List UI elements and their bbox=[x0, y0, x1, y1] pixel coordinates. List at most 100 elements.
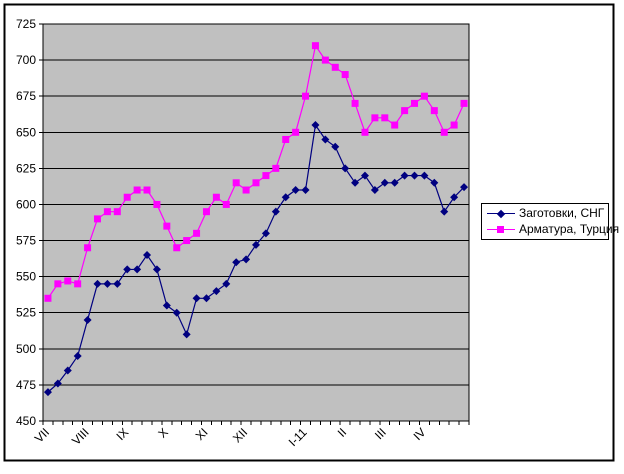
data-point-diamond bbox=[83, 315, 92, 324]
y-tick-label: 450 bbox=[16, 414, 36, 428]
data-point-diamond bbox=[123, 265, 132, 274]
data-point-diamond bbox=[410, 171, 419, 180]
data-point-square bbox=[212, 193, 220, 201]
diamond-icon bbox=[496, 209, 506, 218]
data-point-square bbox=[331, 63, 339, 71]
y-tick-label: 675 bbox=[16, 89, 36, 103]
data-point-diamond bbox=[400, 171, 409, 180]
data-point-diamond bbox=[252, 240, 260, 249]
data-point-diamond bbox=[321, 135, 330, 144]
data-point-square bbox=[193, 229, 201, 237]
data-point-square bbox=[411, 99, 419, 107]
data-point-diamond bbox=[212, 287, 221, 296]
data-point-square bbox=[44, 294, 52, 302]
square-icon bbox=[497, 225, 504, 233]
data-point-square bbox=[153, 200, 161, 208]
data-point-square bbox=[430, 107, 438, 115]
data-point-square bbox=[202, 208, 210, 216]
data-point-diamond bbox=[222, 279, 231, 288]
data-point-diamond bbox=[172, 308, 181, 317]
data-point-square bbox=[222, 200, 230, 208]
data-point-square bbox=[232, 179, 240, 187]
data-point-square bbox=[93, 215, 101, 223]
y-tick-label: 525 bbox=[16, 306, 36, 320]
data-point-square bbox=[401, 107, 409, 115]
data-point-diamond bbox=[63, 366, 72, 375]
data-point-diamond bbox=[192, 294, 201, 303]
data-point-diamond bbox=[133, 265, 142, 274]
y-tick-label: 575 bbox=[16, 234, 36, 248]
legend: Заготовки, СНГ Арматура, Турция bbox=[481, 203, 619, 240]
x-axis-label: VIII bbox=[69, 425, 92, 448]
data-point-diamond bbox=[242, 255, 251, 264]
legend-label-zagotovki: Заготовки, СНГ bbox=[519, 206, 605, 221]
data-point-square bbox=[391, 121, 399, 129]
data-point-square bbox=[74, 280, 82, 288]
data-point-square bbox=[341, 71, 349, 79]
data-point-diamond bbox=[380, 178, 389, 187]
data-point-diamond bbox=[370, 186, 379, 195]
data-point-diamond bbox=[53, 379, 62, 388]
data-point-diamond bbox=[152, 265, 161, 274]
y-tick-label: 625 bbox=[16, 161, 36, 175]
data-point-square bbox=[371, 114, 379, 122]
data-point-diamond bbox=[113, 279, 122, 288]
y-tick-label: 500 bbox=[16, 342, 36, 356]
data-point-diamond bbox=[232, 258, 241, 267]
data-point-square bbox=[440, 128, 448, 136]
outer-border bbox=[3, 3, 615, 462]
data-point-square bbox=[173, 244, 181, 252]
y-tick-label: 700 bbox=[16, 53, 36, 67]
data-point-square bbox=[420, 92, 428, 100]
data-point-diamond bbox=[73, 352, 82, 361]
y-tick-label: 650 bbox=[16, 125, 36, 139]
data-point-square bbox=[143, 186, 151, 194]
data-point-square bbox=[292, 128, 300, 136]
data-point-square bbox=[242, 186, 250, 194]
x-axis-label: IX bbox=[113, 425, 131, 443]
data-point-diamond bbox=[301, 186, 310, 195]
y-tick-label: 475 bbox=[16, 378, 36, 392]
x-axis-label: III bbox=[372, 425, 389, 442]
data-point-diamond bbox=[390, 178, 399, 187]
series-armatura-turkey bbox=[44, 42, 468, 302]
data-point-diamond bbox=[103, 279, 112, 288]
data-point-diamond bbox=[43, 388, 52, 397]
data-point-diamond bbox=[291, 186, 300, 195]
x-axis: VII VIII IX X XI XII I-11 II III IV bbox=[32, 421, 470, 449]
x-axis-label: II bbox=[335, 425, 350, 440]
data-point-diamond bbox=[331, 142, 340, 151]
data-point-square bbox=[351, 99, 359, 107]
y-tick-label: 725 bbox=[16, 17, 36, 31]
data-point-diamond bbox=[430, 178, 439, 187]
data-point-square bbox=[460, 99, 468, 107]
data-point-diamond bbox=[271, 207, 280, 216]
data-point-diamond bbox=[202, 294, 211, 303]
y-tick-label: 550 bbox=[16, 270, 36, 284]
x-axis-label: IV bbox=[411, 425, 429, 443]
legend-square-marker-icon bbox=[487, 224, 515, 235]
plot-border bbox=[42, 23, 470, 422]
data-point-diamond bbox=[281, 193, 290, 202]
data-point-diamond bbox=[261, 229, 270, 238]
data-point-square bbox=[450, 121, 458, 129]
data-point-diamond bbox=[311, 121, 320, 130]
x-axis-label: VII bbox=[32, 425, 52, 445]
data-point-diamond bbox=[420, 171, 429, 180]
data-point-square bbox=[252, 179, 260, 187]
data-point-square bbox=[133, 186, 141, 194]
data-point-square bbox=[64, 277, 72, 285]
legend-label-armatura: Арматура, Турция bbox=[519, 221, 620, 236]
legend-diamond-marker-icon bbox=[487, 208, 515, 219]
x-axis-label: X bbox=[155, 425, 171, 441]
legend-item-armatura-turkey: Арматура, Турция bbox=[487, 222, 619, 236]
data-point-diamond bbox=[360, 171, 369, 180]
data-point-square bbox=[163, 222, 171, 230]
data-point-diamond bbox=[143, 250, 152, 259]
data-point-diamond bbox=[341, 164, 350, 173]
y-axis: 450 475 500 525 550 575 600 625 650 675 700 725 bbox=[16, 17, 43, 428]
series-zagotovki-sng bbox=[43, 121, 469, 397]
data-point-square bbox=[262, 172, 270, 180]
plot-area bbox=[43, 24, 469, 421]
